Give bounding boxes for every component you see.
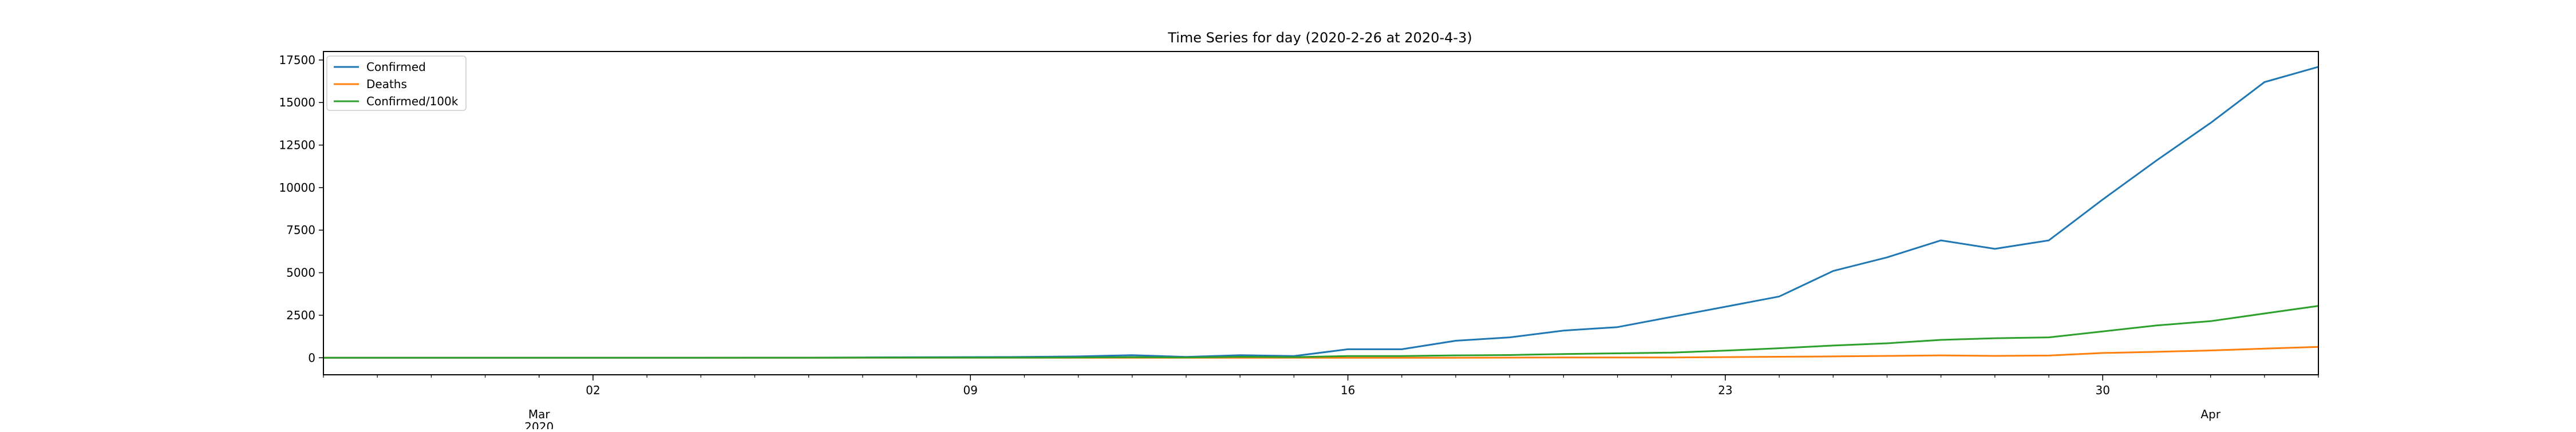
legend-label: Confirmed xyxy=(366,60,426,74)
legend-box xyxy=(326,56,467,111)
x-year-label: 2020 xyxy=(524,420,554,429)
legend-label: Deaths xyxy=(366,77,407,91)
legend: Confirmed Deaths Confirmed/100k xyxy=(326,56,467,111)
plot-frame xyxy=(323,51,2319,375)
x-tick-label: 09 xyxy=(963,383,978,397)
chart-title: Time Series for day (2020-2-26 at 2020-4… xyxy=(1167,30,1472,46)
axes: 0 2500 5000 7500 10000 12500 15000 17500 02 09 16 2… xyxy=(279,51,2319,432)
y-tick-label: 12500 xyxy=(279,138,315,152)
x-tick-label: 23 xyxy=(1718,383,1732,397)
series-line-2 xyxy=(323,305,2319,359)
y-tick-label: 10000 xyxy=(279,181,315,195)
x-month-label: Apr xyxy=(2200,407,2221,421)
y-tick-label: 7500 xyxy=(286,223,315,237)
y-tick-label: 17500 xyxy=(279,53,315,67)
x-tick-label: 30 xyxy=(2096,383,2110,397)
x-tick-label: 02 xyxy=(586,383,600,397)
x-tick-label: 16 xyxy=(1341,383,1355,397)
y-tick-label: 2500 xyxy=(286,308,315,322)
y-tick-label: 5000 xyxy=(286,266,315,280)
series-line-0 xyxy=(323,66,2319,359)
plot-area xyxy=(323,66,2319,359)
legend-label: Confirmed/100k xyxy=(366,94,459,108)
y-tick-label: 0 xyxy=(308,351,315,364)
y-tick-label: 15000 xyxy=(279,96,315,109)
x-month-label: Mar xyxy=(528,407,551,421)
